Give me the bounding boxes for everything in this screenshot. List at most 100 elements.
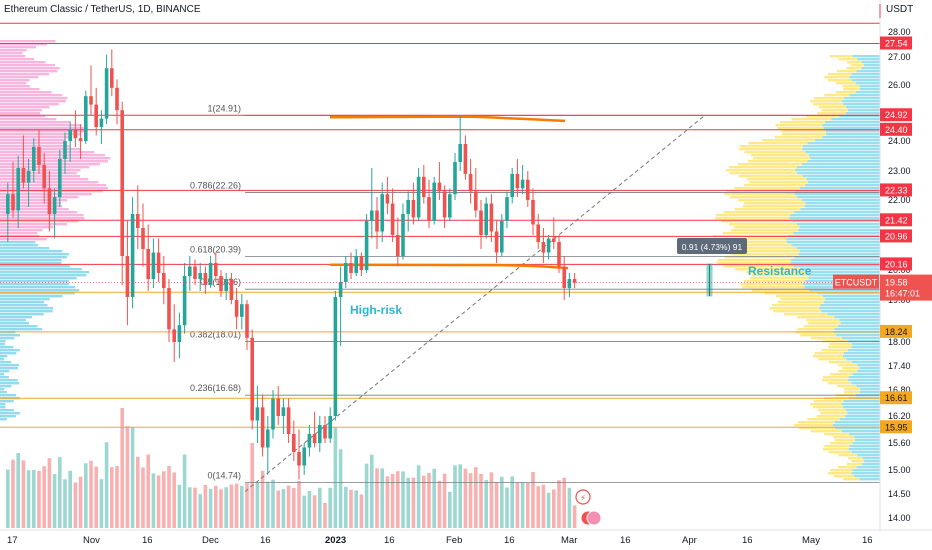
volume-bar [37, 471, 41, 528]
volume-bar [6, 469, 10, 528]
price-tick-label: 15.00 [888, 465, 911, 475]
volume-bar [52, 474, 57, 528]
volume-profile-bar [725, 169, 796, 172]
volume-profile-bar [781, 133, 826, 136]
fib-label: 1(24.91) [207, 104, 241, 114]
candle-body [115, 87, 119, 111]
volume-bar [271, 479, 275, 528]
volume-profile-bar [800, 334, 837, 337]
volume-profile-bar [0, 340, 6, 343]
volume-profile-bar [799, 187, 880, 190]
volume-profile-bar [828, 451, 852, 454]
trend-line [244, 114, 706, 492]
volume-profile-bar [0, 292, 75, 295]
volume-profile-bar [857, 370, 880, 373]
candle-body [318, 425, 322, 443]
volume-bar [193, 487, 197, 528]
volume-profile-bar [842, 367, 860, 370]
volume-profile-bar [856, 70, 880, 73]
level-tag-label: 20.16 [885, 259, 908, 269]
volume-bar [32, 470, 36, 528]
volume-bar [198, 494, 202, 528]
volume-profile-bar [0, 319, 26, 322]
candle-body [494, 231, 499, 253]
candle-body [396, 235, 400, 256]
volume-profile-bar [0, 238, 47, 241]
volume-profile-bar [807, 418, 841, 421]
volume-profile-bar [729, 223, 798, 226]
volume-bar [494, 482, 499, 528]
volume-profile-bar [790, 262, 880, 265]
volume-bar [89, 460, 93, 528]
volume-profile-bar [797, 196, 880, 199]
candle-body [188, 266, 192, 276]
volume-profile-bar [800, 208, 880, 211]
volume-profile-bar [818, 106, 847, 109]
volume-bar [536, 486, 540, 528]
volume-profile-bar [0, 43, 48, 46]
volume-profile-bar [810, 403, 842, 406]
candle-body [453, 162, 457, 195]
volume-profile-bar [797, 328, 835, 331]
volume-bar [453, 465, 457, 528]
fib-label: 0.618(20.39) [190, 244, 241, 254]
price-tick-label: 22.00 [888, 195, 911, 205]
volume-profile-bar [797, 172, 880, 175]
time-axis [0, 530, 932, 550]
orange-resistance-line [329, 115, 566, 123]
candle-body [463, 144, 468, 174]
fib-label: 0.382(18.01) [190, 330, 241, 340]
volume-profile-bar [841, 403, 880, 406]
fib-label: 0.786(22.26) [190, 180, 241, 190]
candle-body [136, 214, 140, 228]
lightning-icon-glyph: ⚡ [580, 494, 586, 504]
volume-profile-bar [812, 406, 844, 409]
volume-profile-bar [822, 136, 880, 139]
volume-profile-bar [846, 463, 862, 466]
last-price-label: 19.58 [885, 278, 908, 288]
candle-body [354, 256, 358, 273]
volume-profile-bar [0, 154, 105, 157]
volume-profile-bar [794, 211, 880, 214]
candle-body [260, 407, 265, 448]
time-tick-label: Dec [202, 535, 219, 546]
volume-bar [224, 487, 228, 528]
candle-body [567, 279, 572, 288]
volume-profile-bar [824, 445, 850, 448]
volume-bar [437, 480, 442, 528]
candle-body [375, 210, 379, 232]
candle-body [162, 273, 166, 288]
volume-profile-bar [0, 214, 84, 217]
volume-profile-bar [793, 265, 880, 268]
candle-body [416, 176, 421, 218]
volume-profile-bar [852, 343, 880, 346]
volume-profile-bar [859, 88, 880, 91]
candle-body [99, 118, 104, 127]
volume-profile-bar [854, 475, 880, 478]
candle-body [427, 197, 431, 221]
volume-profile-bar [849, 433, 880, 436]
volume-profile-bar [827, 79, 852, 82]
volume-profile-bar [847, 349, 880, 352]
volume-profile-bar [751, 274, 810, 277]
volume-profile-bar [841, 430, 880, 433]
candle-body [484, 203, 488, 235]
level-tag [880, 108, 912, 122]
volume-profile-bar [836, 82, 856, 85]
volume-profile-bar [728, 166, 797, 169]
candle-body [479, 210, 483, 235]
candle-body [11, 194, 15, 211]
candle-body [349, 263, 353, 273]
volume-profile-bar [0, 307, 54, 310]
volume-profile-bar [798, 427, 836, 430]
volume-profile-bar [780, 298, 826, 301]
price-tick-label: 23.00 [888, 166, 911, 176]
level-tag-label: 18.24 [885, 327, 908, 337]
volume-bar [182, 454, 187, 528]
volume-profile-bar [817, 112, 846, 115]
volume-profile-bar [846, 409, 880, 412]
volume-profile-bar [0, 322, 30, 325]
volume-profile-bar [860, 391, 880, 394]
volume-profile-bar [0, 79, 30, 82]
